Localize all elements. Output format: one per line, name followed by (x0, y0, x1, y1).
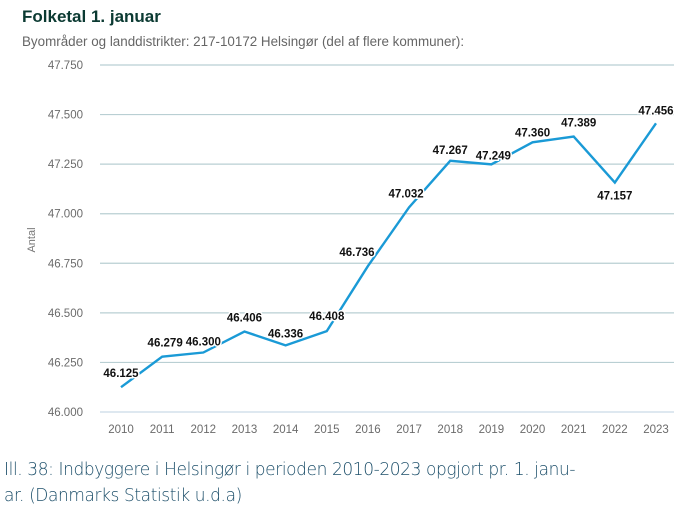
x-tick-label: 2021 (561, 424, 587, 436)
data-label: 46.125 (103, 368, 139, 380)
data-label: 46.406 (227, 312, 262, 324)
x-tick-label: 2011 (150, 424, 175, 436)
data-label: 46.736 (339, 247, 374, 259)
figure-caption: Ill. 38: Indbyggere i Helsingør i period… (4, 457, 669, 509)
data-label: 46.336 (268, 328, 303, 340)
y-tick-label: 47.750 (48, 60, 83, 72)
series-line (120, 122, 657, 389)
caption-line-2: ar. (Danmarks Statistik u.d.a) (4, 486, 242, 506)
y-axis-tick-labels: 46.000 46.250 46.500 46.750 47.000 47.250 47.5… (48, 60, 83, 419)
data-label: 47.267 (433, 145, 468, 157)
data-label: 47.249 (476, 150, 511, 162)
x-tick-label: 2014 (273, 424, 299, 436)
y-axis-label: Antal (26, 227, 38, 252)
x-tick-label: 2015 (314, 424, 340, 436)
y-tick-label: 46.750 (48, 258, 83, 270)
chart-subtitle: Byområder og landdistrikter: 217-10172 H… (22, 34, 465, 49)
x-tick-label: 2018 (437, 424, 463, 436)
x-tick-label: 2020 (520, 424, 546, 436)
data-label: 47.389 (561, 118, 596, 130)
caption-line-1: Ill. 38: Indbyggere i Helsingør i period… (4, 460, 576, 480)
y-tick-label: 46.000 (48, 407, 83, 419)
data-label: 47.456 (638, 105, 673, 117)
x-tick-label: 2022 (602, 424, 628, 436)
x-tick-label: 2017 (396, 424, 422, 436)
data-label: 46.300 (186, 337, 221, 349)
x-tick-label: 2016 (355, 424, 381, 436)
y-tick-label: 47.000 (48, 209, 83, 221)
y-tick-label: 46.500 (48, 308, 83, 320)
y-tick-label: 46.250 (48, 357, 83, 369)
x-tick-label: 2023 (643, 424, 669, 436)
x-tick-label: 2012 (191, 424, 217, 436)
x-tick-label: 2019 (479, 424, 505, 436)
x-tick-label: 2013 (232, 424, 258, 436)
y-tick-label: 47.500 (48, 110, 83, 122)
data-label: 47.157 (597, 191, 632, 203)
x-axis-tick-labels: 2010 2011 2012 2013 2014 2015 2016 2017 2018 2019… (108, 424, 669, 436)
data-label: 46.279 (148, 338, 183, 350)
gridlines (100, 64, 674, 413)
line-chart: 46.000 46.250 46.500 46.750 47.000 47.250 47.5… (26, 60, 675, 436)
data-labels: 46.125 46.279 46.300 46.406 46.336 46.408 46.7… (102, 104, 675, 382)
data-label: 46.408 (309, 311, 345, 323)
data-label: 47.360 (515, 127, 550, 139)
chart-title: Folketal 1. januar (22, 7, 161, 26)
x-tick-label: 2010 (108, 424, 134, 436)
y-tick-label: 47.250 (48, 159, 83, 171)
data-label: 47.032 (388, 188, 423, 200)
